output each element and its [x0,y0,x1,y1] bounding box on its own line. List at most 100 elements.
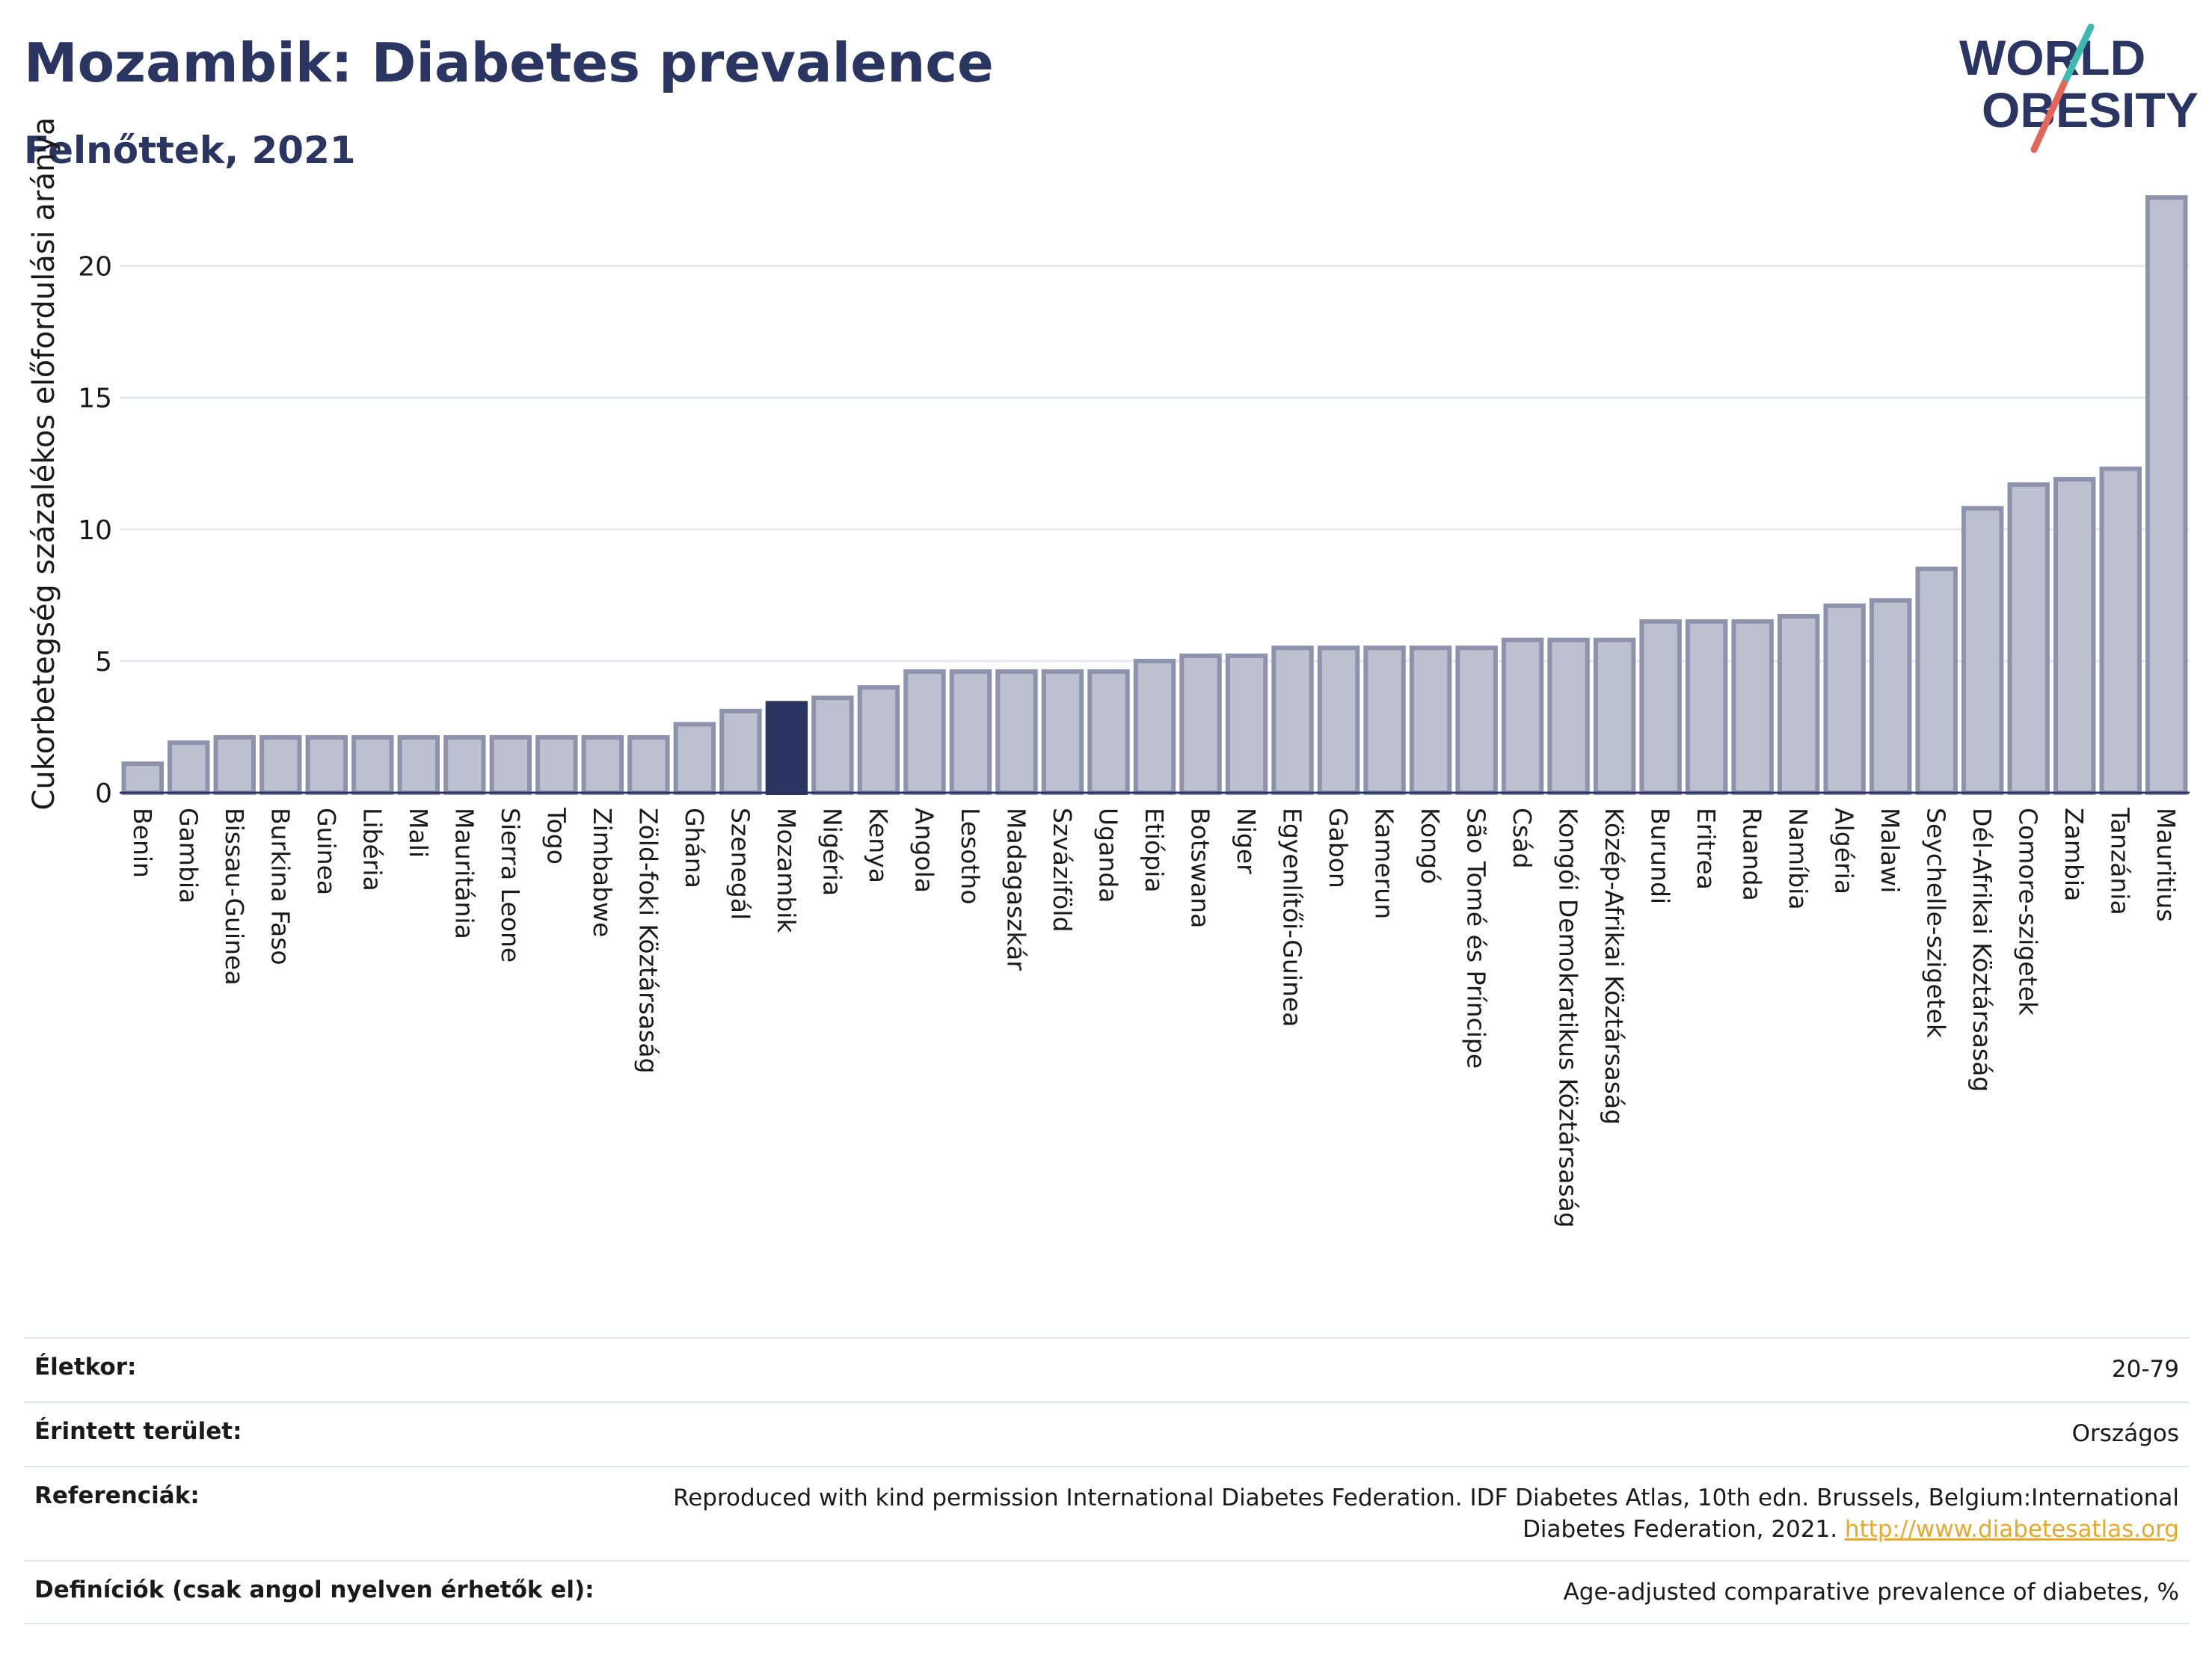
bar-niger[interactable] [1225,653,1268,795]
bar-chart: 0 5 10 15 20 Benin Gambia Bissau-Guinea Burkina… [27,117,2190,1228]
bar-algéria[interactable] [1823,603,1866,796]
info-label: Referenciák: [24,1466,613,1562]
bar-gambia[interactable] [168,740,210,796]
bar-egyenlítői-guinea[interactable] [1271,645,1314,795]
bar-lesotho[interactable] [949,669,992,795]
bar-zimbabwe[interactable] [581,735,624,795]
bar-eritrea[interactable] [1685,619,1728,796]
bar-s-o-tomé-és-príncipe[interactable] [1455,645,1498,795]
x-tick-label: Botswana [1186,808,1215,928]
x-tick-label: Mauritánia [449,808,479,939]
info-label: Érintett terület: [24,1401,613,1467]
bar-guinea[interactable] [305,735,348,795]
x-tick-label: Algéria [1830,808,1859,894]
x-tick-label: Benin [128,808,157,878]
bar-comore-szigetek[interactable] [2007,482,2050,796]
logo-text-world: WORLD [1959,30,2145,85]
x-tick-label: Csád [1508,808,1537,868]
x-tick-label: Szváziföld [1048,808,1077,932]
logo-text-obesity: OBESITY [1982,82,2199,138]
bar-csád[interactable] [1501,637,1544,795]
bar-sierra-leone[interactable] [489,735,532,795]
x-tick-label: Zimbabwe [588,808,617,937]
bar-nigéria[interactable] [811,696,854,796]
bar-mauritius[interactable] [2145,195,2188,795]
x-tick-label: Kamerun [1370,808,1399,919]
bar-angola[interactable] [903,669,946,795]
x-tick-label: Mali [404,808,433,858]
bar-namíbia[interactable] [1777,614,1820,795]
info-value: Reproduced with kind permission Internat… [613,1466,2190,1562]
x-tick-label: Etiópia [1140,808,1169,893]
x-tick-label: Mauritius [2151,808,2181,922]
bar-kongó[interactable] [1409,645,1452,795]
bar-bissau-guinea[interactable] [213,735,256,795]
info-row-age: Életkor: 20-79 [24,1337,2190,1403]
x-tick-label: São Tomé és Príncipe [1462,808,1491,1069]
bar-gabon[interactable] [1317,645,1360,795]
bar-benin[interactable] [121,761,164,795]
bar-madagaszkár[interactable] [995,669,1038,795]
x-tick-label: Bissau-Guinea [220,808,249,986]
info-label: Definíciók (csak angol nyelven érhetők e… [24,1560,613,1624]
bar-malawi[interactable] [1869,598,1912,795]
x-tick-label: Tanzánia [2106,807,2135,915]
bar-mauritánia[interactable] [443,735,486,795]
y-tick-label: 10 [78,515,112,546]
bar-zöld-foki-köztársaság[interactable] [627,735,670,795]
y-tick-label: 5 [95,647,112,678]
x-tick-label: Zambia [2059,808,2089,901]
bar-uganda[interactable] [1087,669,1130,795]
x-tick-label: Seychelle-szigetek [1922,808,1951,1039]
bar-botswana[interactable] [1179,653,1222,795]
bar-mali[interactable] [397,735,440,795]
bar-szenegál[interactable] [719,708,762,796]
bar-ruanda[interactable] [1731,619,1774,796]
x-tick-label: Gabon [1324,808,1353,888]
reference-link[interactable]: http://www.diabetesatlas.org [1844,1516,2179,1543]
bar-burkina-faso[interactable] [259,735,302,795]
x-tick-label: Kongói Demokratikus Köztársaság [1554,808,1583,1228]
x-tick-label: Namíbia [1784,808,1813,910]
chart-title: Mozambik: Diabetes prevalence [24,31,994,94]
logo-slash-teal [2060,23,2095,87]
info-value: Age-adjusted comparative prevalence of d… [613,1560,2190,1624]
x-tick-label: Libéria [357,808,387,891]
x-tick-label: Mozambik [772,808,801,933]
bar-mozambik[interactable] [765,701,808,795]
x-tick-label: Burkina Faso [265,808,295,965]
x-tick-label: Niger [1232,808,1261,874]
x-tick-label: Egyenlítői-Guinea [1278,808,1307,1027]
bar-togo[interactable] [535,735,578,795]
bar-közép-afrikai-köztársaság[interactable] [1593,637,1636,795]
bar-kenya[interactable] [857,685,900,795]
bar-libéria[interactable] [351,735,394,795]
x-tick-label: Eritrea [1692,808,1721,890]
world-obesity-logo: WORLD OBESITY [1959,23,2199,153]
info-table: Életkor: 20-79 Érintett terület: Országo… [24,1337,2190,1624]
bar-kamerun[interactable] [1363,645,1406,795]
bar-ghána[interactable] [673,722,716,795]
x-tick-label: Comore-szigetek [2014,808,2043,1016]
bar-burundi[interactable] [1639,619,1682,796]
bar-dél-afrikai-köztársaság[interactable] [1961,506,2004,795]
x-tick-label: Angola [909,808,938,893]
x-tick-label: Zöld-foki Köztársaság [633,808,663,1073]
info-row-definitions: Definíciók (csak angol nyelven érhetők e… [24,1560,2190,1624]
reference-text: Reproduced with kind permission Internat… [673,1484,2179,1543]
bar-seychelle-szigetek[interactable] [1915,566,1958,795]
x-tick-label: Guinea [312,808,341,895]
x-tick-label: Uganda [1093,808,1122,903]
bar-zambia[interactable] [2053,476,2096,795]
y-tick-label: 0 [95,779,112,809]
bar-szváziföld[interactable] [1041,669,1084,795]
x-tick-label: Malawi [1875,808,1905,893]
bar-etiópia[interactable] [1133,658,1176,795]
x-tick-label: Ruanda [1738,808,1767,901]
x-tick-label: Szenegál [725,808,755,920]
x-tick-label: Lesotho [956,808,985,905]
chart-subtitle: Felnőttek, 2021 [24,129,356,172]
bar-tanzánia[interactable] [2099,466,2142,796]
x-tick-label: Togo [541,807,571,865]
bar-kongói-demokratikus-köztársaság[interactable] [1547,637,1590,795]
